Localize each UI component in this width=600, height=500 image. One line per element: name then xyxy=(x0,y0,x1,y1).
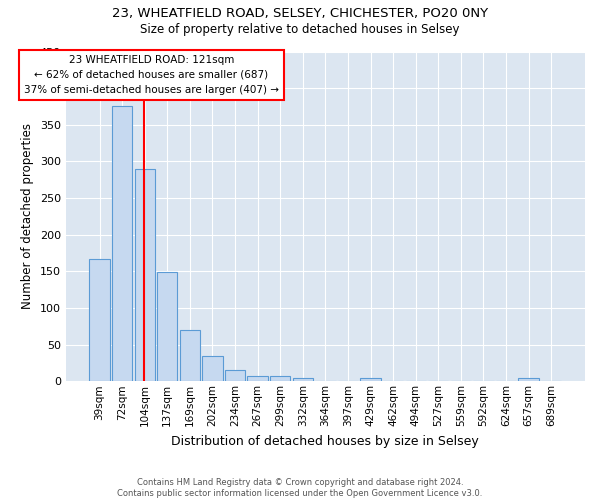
Bar xyxy=(225,370,245,382)
Bar xyxy=(247,376,268,382)
Bar xyxy=(518,378,539,382)
Bar xyxy=(179,330,200,382)
Text: Contains HM Land Registry data © Crown copyright and database right 2024.
Contai: Contains HM Land Registry data © Crown c… xyxy=(118,478,482,498)
X-axis label: Distribution of detached houses by size in Selsey: Distribution of detached houses by size … xyxy=(172,434,479,448)
Bar xyxy=(134,168,155,382)
Bar xyxy=(361,378,381,382)
Bar xyxy=(89,259,110,382)
Y-axis label: Number of detached properties: Number of detached properties xyxy=(21,124,34,310)
Bar xyxy=(112,106,132,382)
Bar xyxy=(202,356,223,382)
Bar xyxy=(157,272,178,382)
Text: Size of property relative to detached houses in Selsey: Size of property relative to detached ho… xyxy=(140,22,460,36)
Bar xyxy=(270,376,290,382)
Text: 23 WHEATFIELD ROAD: 121sqm
← 62% of detached houses are smaller (687)
37% of sem: 23 WHEATFIELD ROAD: 121sqm ← 62% of deta… xyxy=(24,55,279,95)
Bar xyxy=(293,378,313,382)
Text: 23, WHEATFIELD ROAD, SELSEY, CHICHESTER, PO20 0NY: 23, WHEATFIELD ROAD, SELSEY, CHICHESTER,… xyxy=(112,8,488,20)
